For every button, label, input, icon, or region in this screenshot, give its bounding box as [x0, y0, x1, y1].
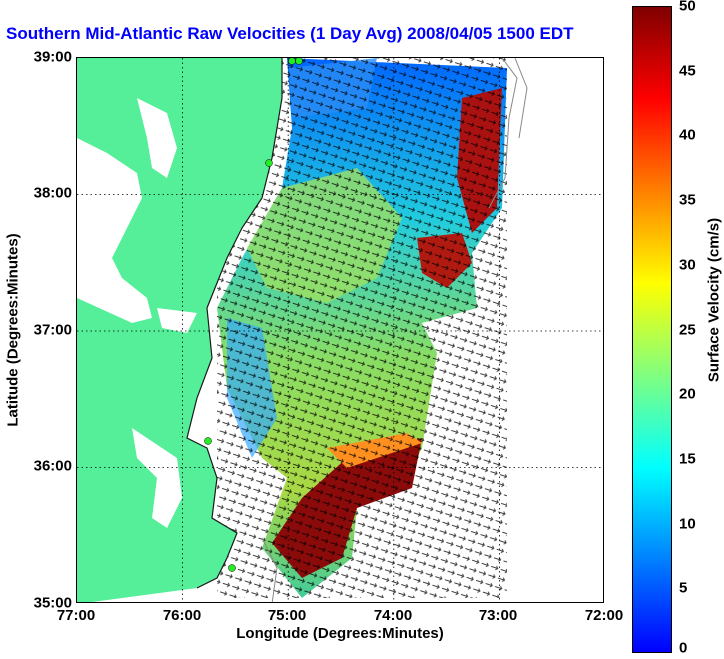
y-tick: 38:00: [33, 184, 72, 202]
land: [77, 58, 283, 602]
grid: [77, 58, 603, 602]
colorbar-tick: 25: [679, 321, 696, 339]
bay-river-1: [77, 188, 117, 218]
y-tick: 37:00: [33, 321, 72, 339]
radar-site: [288, 58, 296, 65]
colorbar-tick: 40: [679, 126, 696, 144]
colorbar-label: Surface Velocity (cm/s): [705, 217, 723, 383]
y-axis-label: Latitude (Degrees:Minutes): [4, 233, 22, 427]
bay-river-2: [77, 236, 107, 263]
y-tick: 35:00: [33, 594, 72, 612]
chesapeake-bay: [77, 138, 152, 323]
colorbar-tick: 50: [679, 0, 696, 15]
map-canvas: [77, 58, 603, 602]
sound-south: [132, 428, 182, 528]
radar-sites: [204, 58, 303, 572]
y-tick: 36:00: [33, 457, 72, 475]
radar-site: [204, 437, 212, 445]
x-axis-label: Longitude (Degrees:Minutes): [236, 625, 444, 642]
coastline: [186, 58, 283, 589]
velocity-field: [217, 58, 507, 598]
colorbar-tick: 5: [679, 579, 688, 597]
velocity-map[interactable]: [76, 57, 604, 603]
x-tick: 75:00: [267, 607, 307, 624]
radar-site: [295, 58, 303, 65]
colorbar-tick: 30: [679, 256, 696, 274]
x-tick: 73:00: [478, 607, 518, 624]
radar-site: [228, 564, 236, 572]
y-tick: 39:00: [33, 48, 72, 66]
colorbar-tick: 20: [679, 385, 696, 403]
x-tick: 77:00: [56, 607, 96, 624]
chart-title: Southern Mid-Atlantic Raw Velocities (1 …: [6, 24, 574, 43]
colorbar-tick: 15: [679, 450, 696, 468]
colorbar-tick: 0: [679, 639, 688, 657]
radar-site: [265, 159, 273, 167]
colorbar-tick: 45: [679, 62, 696, 80]
colorbar: [632, 6, 672, 653]
x-tick: 74:00: [373, 607, 413, 624]
colorbar-tick: 35: [679, 191, 696, 209]
bathymetry: [261, 58, 528, 602]
x-tick: 76:00: [162, 607, 202, 624]
bay-mouth: [157, 308, 197, 333]
bay-upper: [137, 98, 177, 178]
x-tick: 72:00: [584, 607, 624, 624]
colorbar-tick: 10: [679, 515, 696, 533]
